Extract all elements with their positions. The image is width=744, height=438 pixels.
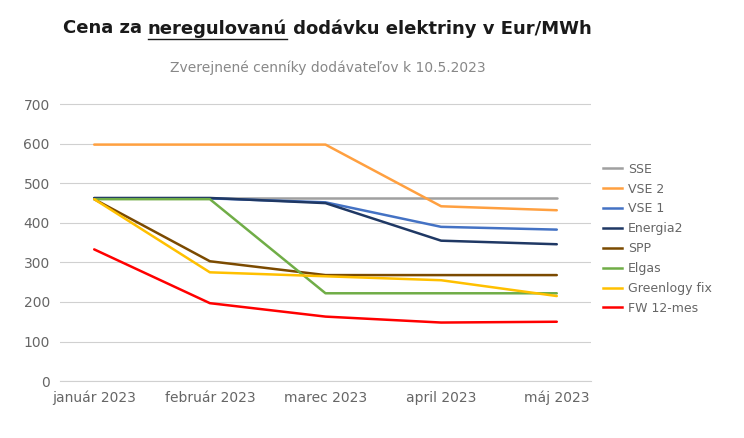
VSE 2 <box>552 208 561 213</box>
SPP <box>437 272 446 278</box>
Elgas <box>437 291 446 296</box>
VSE 1 <box>90 196 99 201</box>
Line: SPP: SPP <box>94 199 557 275</box>
Text: neregulovanú: neregulovanú <box>148 19 287 38</box>
Line: Greenlogy fix: Greenlogy fix <box>94 199 557 296</box>
Text: Zverejnené cenníky dodávateľov k 10.5.2023: Zverejnené cenníky dodávateľov k 10.5.20… <box>170 60 485 75</box>
SPP <box>90 197 99 202</box>
VSE 1 <box>321 200 330 205</box>
Elgas <box>205 197 214 202</box>
Greenlogy fix <box>321 274 330 279</box>
SSE <box>552 196 561 201</box>
Energia2 <box>437 238 446 244</box>
Greenlogy fix <box>552 293 561 299</box>
VSE 1 <box>437 224 446 230</box>
Energia2 <box>90 195 99 201</box>
Text: Cena za: Cena za <box>62 19 148 38</box>
Line: FW 12-mes: FW 12-mes <box>94 249 557 322</box>
VSE 2 <box>205 142 214 147</box>
Greenlogy fix <box>90 197 99 202</box>
VSE 2 <box>90 142 99 147</box>
SSE <box>90 196 99 201</box>
Elgas <box>90 197 99 202</box>
Energia2 <box>552 242 561 247</box>
Elgas <box>552 291 561 296</box>
SPP <box>321 272 330 278</box>
FW 12-mes <box>205 300 214 306</box>
FW 12-mes <box>552 319 561 325</box>
Greenlogy fix <box>437 278 446 283</box>
FW 12-mes <box>321 314 330 319</box>
Greenlogy fix <box>205 270 214 275</box>
Text: dodávku elektriny v Eur/MWh: dodávku elektriny v Eur/MWh <box>287 19 592 38</box>
Legend: SSE, VSE 2, VSE 1, Energia2, SPP, Elgas, Greenlogy fix, FW 12-mes: SSE, VSE 2, VSE 1, Energia2, SPP, Elgas,… <box>603 162 712 315</box>
Line: VSE 2: VSE 2 <box>94 145 557 210</box>
Line: Elgas: Elgas <box>94 199 557 293</box>
Elgas <box>321 291 330 296</box>
SSE <box>321 196 330 201</box>
Line: VSE 1: VSE 1 <box>94 198 557 230</box>
Energia2 <box>205 195 214 201</box>
VSE 1 <box>205 196 214 201</box>
VSE 2 <box>437 204 446 209</box>
SSE <box>437 196 446 201</box>
VSE 1 <box>552 227 561 232</box>
SPP <box>552 272 561 278</box>
VSE 2 <box>321 142 330 147</box>
FW 12-mes <box>437 320 446 325</box>
SSE <box>205 196 214 201</box>
SPP <box>205 258 214 264</box>
FW 12-mes <box>90 247 99 252</box>
Energia2 <box>321 201 330 206</box>
Line: Energia2: Energia2 <box>94 198 557 244</box>
